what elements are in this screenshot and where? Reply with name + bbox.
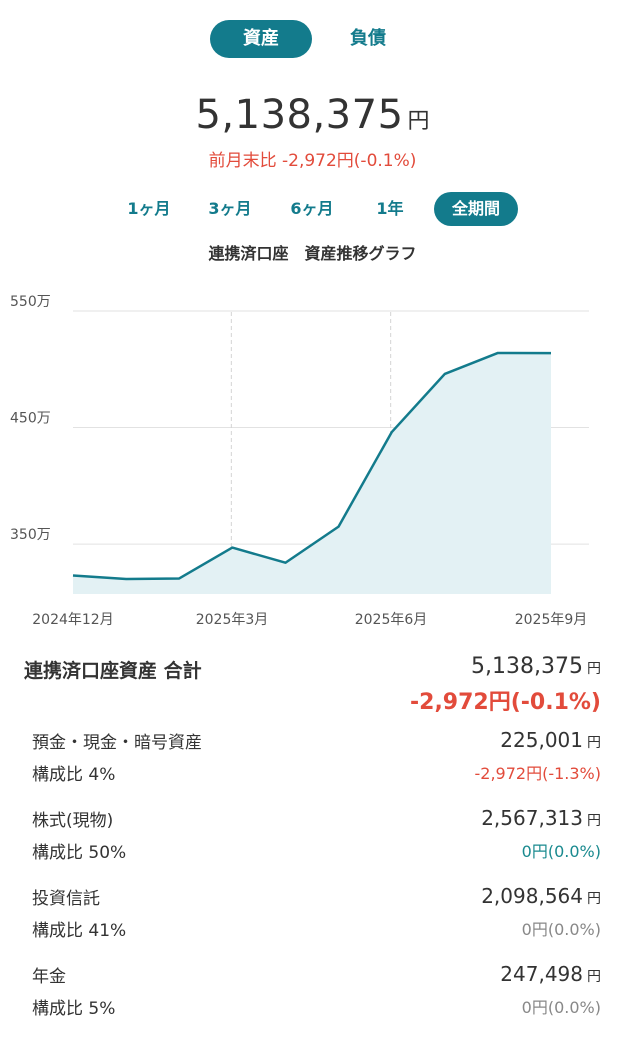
asset-chart-svg: 550万 450万 350万 2024年12月 2025年3月 2025年6月 2025年9…	[10, 294, 589, 628]
period-all[interactable]: 全期間	[434, 192, 518, 226]
row-name: 年金	[32, 967, 66, 987]
row-amount: 247,498 円	[500, 962, 601, 986]
row-change: 0円(0.0%)	[521, 998, 601, 1017]
row-name: 株式(現物)	[32, 811, 114, 831]
asset-row-funds[interactable]: 投資信託 構成比 41% 2,098,564 円 0円(0.0%)	[0, 884, 625, 960]
x-tick-label: 2025年6月	[355, 612, 428, 628]
row-change: 0円(0.0%)	[521, 842, 601, 861]
asset-chart: 550万 450万 350万 2024年12月 2025年3月 2025年6月 2025年9…	[0, 290, 625, 640]
row-amount: 2,098,564 円	[481, 884, 601, 908]
row-ratio: 構成比 41%	[32, 921, 127, 941]
y-tick-label: 350万	[10, 527, 51, 543]
row-amount: 225,001 円	[500, 728, 601, 752]
x-tick-label: 2025年3月	[196, 612, 269, 628]
period-selector: 1ヶ月 3ヶ月 6ヶ月 1年 全期間	[112, 192, 532, 228]
total-unit: 円	[407, 109, 430, 134]
period-1y[interactable]: 1年	[376, 199, 404, 218]
area-fill	[73, 352, 551, 594]
asset-row-pension[interactable]: 年金 構成比 5% 247,498 円 0円(0.0%)	[0, 962, 625, 1038]
total-amount: 5,138,375	[195, 92, 404, 138]
asset-liability-toggle: 資産 負債	[210, 20, 430, 60]
total-assets: 5,138,375 円	[0, 92, 625, 138]
summary-diff: -2,972円(-0.1%)	[410, 690, 601, 715]
summary-label: 連携済口座資産 合計	[24, 660, 202, 682]
y-tick-label: 450万	[10, 411, 51, 427]
row-name: 預金・現金・暗号資産	[32, 733, 202, 753]
row-change: 0円(0.0%)	[521, 920, 601, 939]
x-tick-label: 2024年12月	[32, 612, 113, 628]
row-ratio: 構成比 50%	[32, 843, 127, 863]
summary-total: 5,138,375 円	[471, 654, 601, 679]
row-ratio: 構成比 4%	[32, 765, 116, 785]
asset-row-deposits[interactable]: 預金・現金・暗号資産 構成比 4% 225,001 円 -2,972円(-1.3%…	[0, 728, 625, 804]
asset-row-stocks[interactable]: 株式(現物) 構成比 50% 2,567,313 円 0円(0.0%)	[0, 806, 625, 882]
tab-liabilities[interactable]: 負債	[350, 28, 386, 49]
row-amount: 2,567,313 円	[481, 806, 601, 830]
tab-assets[interactable]: 資産	[210, 20, 312, 58]
y-tick-label: 550万	[10, 294, 51, 310]
month-diff: 前月末比 -2,972円(-0.1%)	[208, 151, 417, 171]
row-change: -2,972円(-1.3%)	[474, 764, 602, 783]
period-3m[interactable]: 3ヶ月	[208, 199, 252, 218]
row-ratio: 構成比 5%	[32, 999, 116, 1019]
x-tick-label: 2025年9月	[515, 612, 588, 628]
chart-title: 連携済口座 資産推移グラフ	[208, 244, 417, 263]
row-name: 投資信託	[32, 889, 100, 909]
period-1m[interactable]: 1ヶ月	[127, 199, 171, 218]
period-6m[interactable]: 6ヶ月	[290, 199, 334, 218]
summary-total-unit: 円	[587, 661, 601, 677]
series-line	[72, 351, 552, 581]
summary-total-amount: 5,138,375	[471, 654, 583, 679]
